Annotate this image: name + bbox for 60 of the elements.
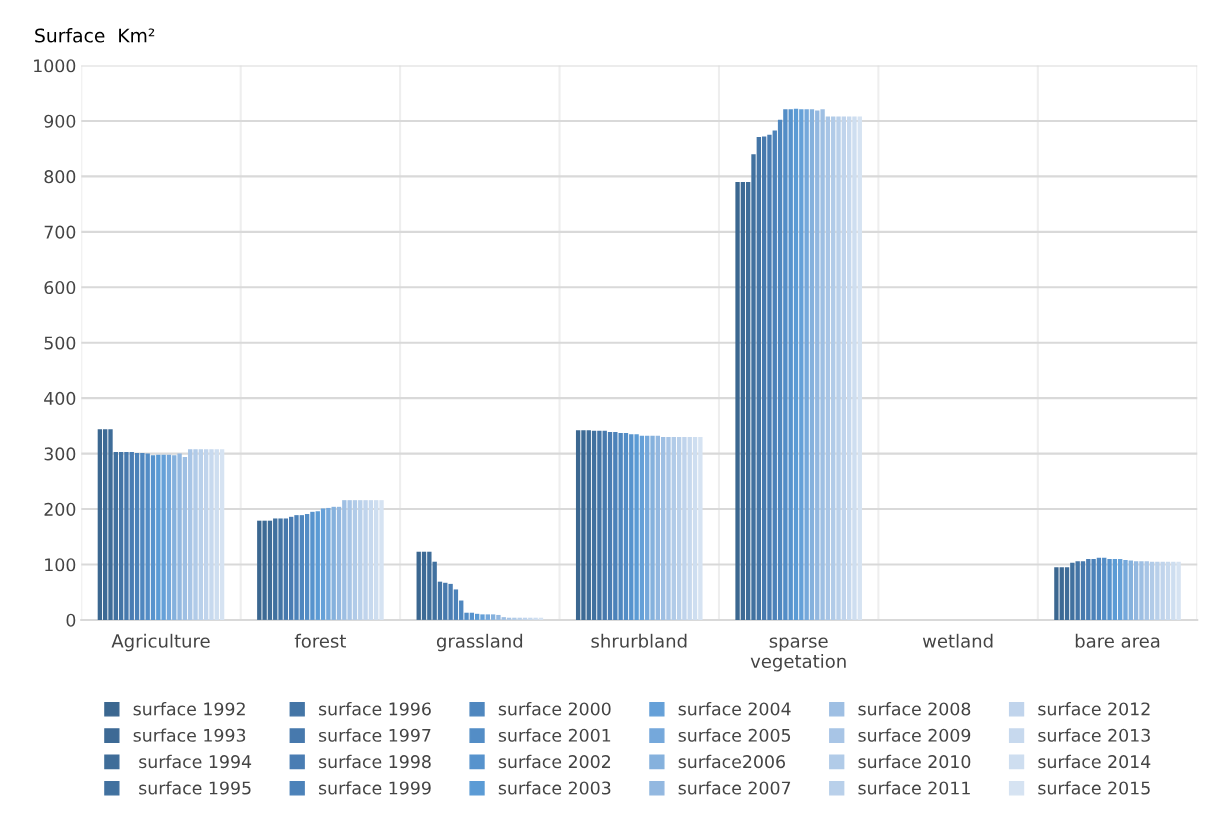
legend-label: surface 2015 xyxy=(1038,781,1150,795)
legend-label: surface 2002 xyxy=(498,754,611,769)
legend-label: surface 1995 xyxy=(139,781,251,795)
y-tick-label: 700 xyxy=(44,225,76,239)
y-tick-label: 500 xyxy=(44,336,76,350)
y-tick-label: 1000 xyxy=(34,59,76,73)
legend-label: surface 2013 xyxy=(1038,728,1150,742)
legend-label: surface2006 xyxy=(678,754,785,769)
legend-label: surface 1999 xyxy=(318,781,431,795)
y-tick-label: 200 xyxy=(44,502,76,516)
y-tick-label: 0 xyxy=(66,613,76,627)
x-tick-label: wetland xyxy=(922,633,993,648)
x-tick-label: forest xyxy=(294,633,346,648)
bar xyxy=(485,614,490,620)
bar xyxy=(219,449,225,620)
bar xyxy=(1123,560,1128,620)
legend-label: surface 2000 xyxy=(498,702,611,716)
bar xyxy=(97,429,103,620)
x-tick-label: bare area xyxy=(1075,633,1160,648)
y-tick-label: 400 xyxy=(44,391,76,405)
legend-label: surface 2001 xyxy=(498,728,611,742)
bar xyxy=(331,506,336,620)
x-tick-label: sparse vegetation xyxy=(750,637,846,672)
bar xyxy=(320,508,326,620)
bar xyxy=(166,454,172,620)
legend-label: surface 2008 xyxy=(858,702,971,716)
legend-label: surface 2003 xyxy=(498,781,611,795)
bar xyxy=(655,435,661,620)
y-tick-label: 100 xyxy=(45,558,76,572)
legend-label: surface 1997 xyxy=(318,728,431,742)
legend-label: surface 2007 xyxy=(678,781,791,795)
legend-label: surface 2014 xyxy=(1038,754,1151,769)
bar xyxy=(809,109,815,620)
x-tick-label: grassland xyxy=(436,633,523,652)
legend-label: surface 1996 xyxy=(318,702,431,716)
legend-label: surface 1998 xyxy=(318,754,431,769)
legend-label: surface 1993 xyxy=(133,728,246,742)
legend-label: surface 2004 xyxy=(678,702,791,716)
y-tick-label: 600 xyxy=(44,280,76,295)
bar xyxy=(326,507,331,620)
legend-label: surface 1992 xyxy=(133,702,245,716)
legend-label: surface 2010 xyxy=(858,754,971,769)
legend-label: surface 2011 xyxy=(858,781,970,795)
bar xyxy=(650,435,655,620)
y-tick-label: 900 xyxy=(44,114,76,128)
legend-label: surface 2005 xyxy=(678,728,791,742)
y-tick-label: 300 xyxy=(44,447,76,461)
x-tick-label: shrurbland xyxy=(591,633,687,648)
y-axis-title: Surface Km² xyxy=(35,28,155,43)
bar xyxy=(1165,561,1171,620)
legend-label: surface 1994 xyxy=(139,754,252,769)
bar xyxy=(172,455,177,620)
bar xyxy=(804,109,809,620)
bar xyxy=(645,435,650,620)
x-tick-label: Agriculture xyxy=(111,633,210,652)
y-tick-label: 800 xyxy=(44,170,76,184)
bar xyxy=(1128,560,1133,620)
legend-label: surface 2009 xyxy=(858,728,971,742)
bar xyxy=(490,614,496,620)
legend-label: surface 2012 xyxy=(1038,702,1150,716)
